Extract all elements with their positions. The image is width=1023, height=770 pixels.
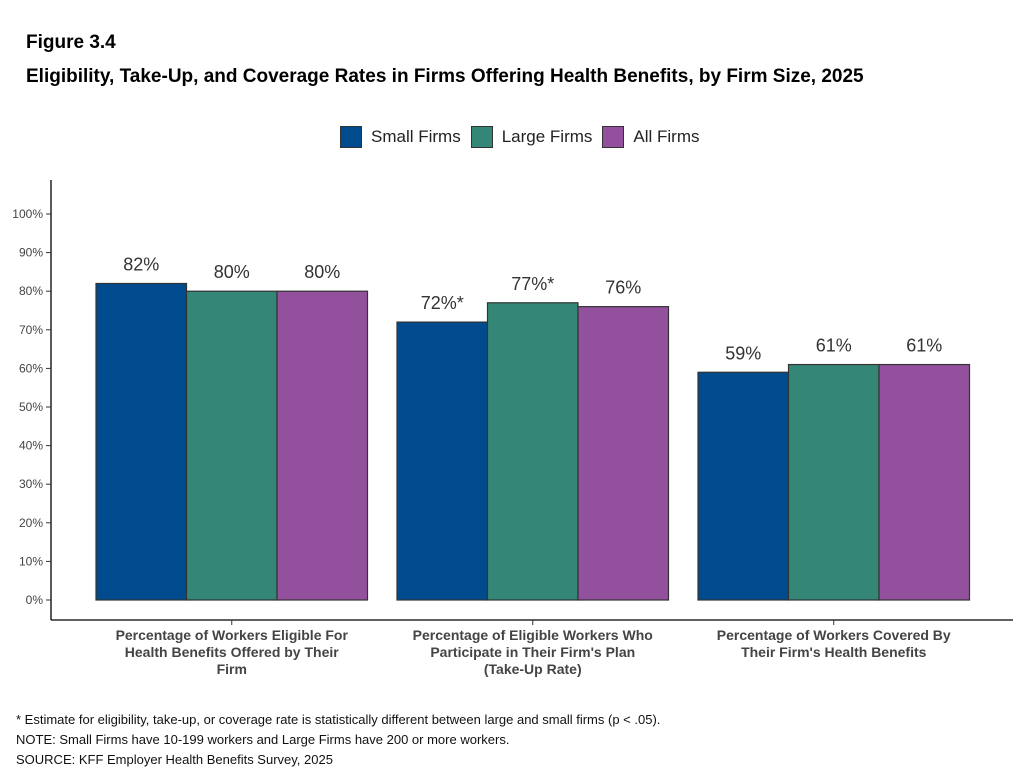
bar [276,290,369,601]
y-tick-label: 60% [19,361,43,375]
x-tick-label: Percentage of Workers Covered By Their Fi… [717,627,951,660]
y-tick-label: 70% [19,323,43,337]
data-label: 61% [906,336,942,356]
y-tick-label: 80% [19,284,43,298]
data-label: 61% [816,336,852,356]
firm-size-note: NOTE: Small Firms have 10-199 workers an… [16,732,510,747]
x-tick-label: Percentage of Workers Eligible For Health… [116,627,349,677]
legend-swatch-small-firms [340,126,362,148]
data-label: 59% [725,343,761,363]
bar [878,363,971,601]
legend-label-small-firms: Small Firms [371,127,461,146]
bar [185,290,278,601]
data-label: 80% [304,262,340,282]
y-tick-label: 100% [12,207,43,221]
legend-swatch-all-firms [602,126,625,148]
legend-label-all-firms: All Firms [633,127,700,146]
legend-item-small-firms: Small Firms [340,126,461,148]
significance-note: * Estimate for eligibility, take-up, or … [16,712,661,727]
y-tick-label: 40% [19,439,43,453]
legend-label-large-firms: Large Firms [501,127,593,146]
data-label: 76% [605,278,641,298]
y-tick-label: 50% [19,400,43,414]
source-note: SOURCE: KFF Employer Health Benefits Sur… [16,752,333,767]
y-tick-label: 30% [19,477,43,491]
legend-item-all-firms: All Firms [602,126,700,148]
bar [577,306,670,601]
data-label: 82% [123,254,159,274]
data-label: 72%* [421,293,464,313]
y-tick-label: 90% [19,246,43,260]
y-tick-label: 10% [19,554,43,568]
bar [787,363,880,601]
chart-notes: * Estimate for eligibility, take-up, or … [16,710,660,770]
bar [486,302,579,601]
x-tick-label: Percentage of Eligible Workers Who Partic… [413,627,653,677]
chart-title: Eligibility, Take-Up, and Coverage Rates… [26,66,864,87]
chart-legend: Small Firms Large Firms All Firms [340,126,710,148]
y-tick-label: 20% [19,516,43,530]
legend-swatch-large-firms [470,126,493,148]
data-label: 80% [214,262,250,282]
figure-label: Figure 3.4 [26,32,116,53]
legend-item-large-firms: Large Firms [470,126,593,148]
bar [396,321,489,601]
bar [697,371,790,601]
data-label: 77%* [511,274,554,294]
bar [95,282,188,601]
y-tick-label: 0% [26,593,44,607]
